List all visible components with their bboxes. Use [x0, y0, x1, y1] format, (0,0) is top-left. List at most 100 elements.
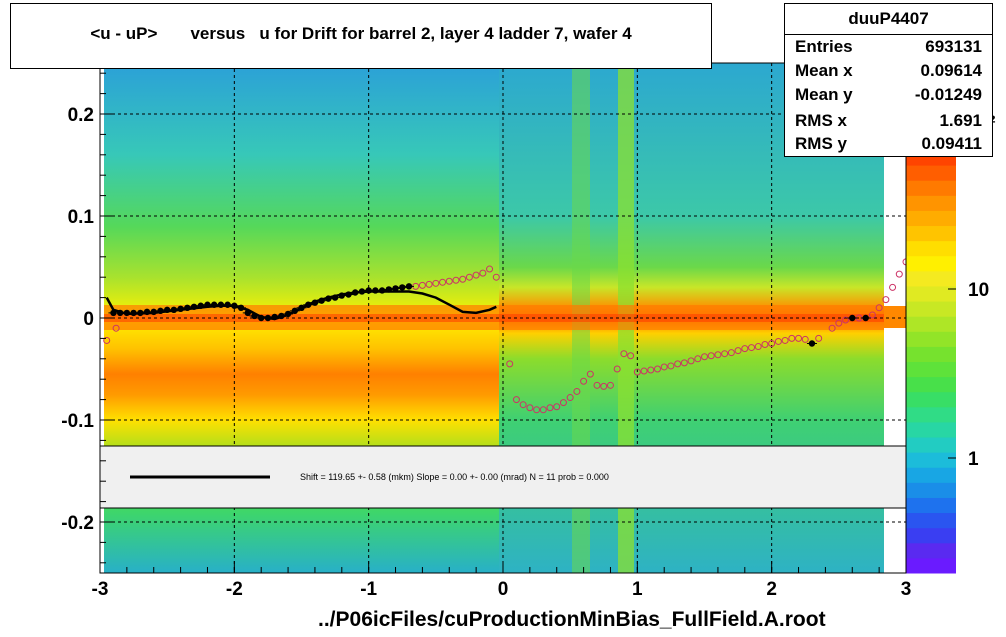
open-marker: [512, 396, 520, 404]
filled-marker: [204, 301, 211, 308]
open-marker: [452, 276, 460, 284]
open-marker: [727, 349, 735, 357]
color-scale-bin: [906, 512, 956, 529]
open-marker: [647, 366, 655, 374]
color-scale-bin: [906, 361, 956, 378]
open-marker: [815, 334, 823, 342]
x-axis-tick-label: 2: [766, 579, 777, 600]
filled-marker: [278, 312, 285, 320]
filled-marker: [345, 291, 352, 298]
open-marker: [586, 370, 594, 378]
open-marker: [868, 311, 876, 319]
filled-marker: [325, 295, 332, 302]
stats-row-mean-x: Mean x 0.09614: [795, 61, 982, 83]
open-marker: [112, 324, 120, 332]
color-scale-bin: [906, 452, 956, 468]
x-axis-tick-label: 3: [901, 579, 912, 600]
open-marker: [781, 336, 789, 344]
y-axis-tick-label: 0.1: [68, 207, 95, 228]
grid: [100, 63, 906, 573]
filled-marker: [130, 309, 137, 317]
open-marker: [546, 404, 554, 412]
stats-label: Mean y: [795, 85, 853, 104]
open-marker: [486, 265, 494, 273]
color-scale-bin: [906, 346, 956, 362]
x-axis-tick-label: -2: [226, 579, 243, 600]
open-marker: [788, 334, 796, 342]
filled-marker: [849, 314, 856, 322]
open-marker: [889, 283, 897, 291]
stats-label: Entries: [795, 37, 853, 56]
open-marker: [492, 273, 500, 281]
open-marker: [714, 351, 722, 359]
open-marker: [627, 352, 635, 360]
open-marker: [439, 278, 447, 286]
filled-marker: [298, 304, 305, 311]
open-marker: [465, 273, 473, 281]
filled-marker: [318, 297, 325, 304]
color-scale-bin: [906, 240, 956, 257]
filled-marker: [378, 287, 386, 294]
filled-marker-layer: [108, 283, 871, 347]
color-scale-bin: [906, 376, 956, 393]
open-marker: [835, 319, 843, 327]
filled-marker: [110, 309, 117, 317]
stats-value: 0.09614: [920, 61, 982, 80]
filled-marker: [399, 284, 406, 291]
filled-marker: [157, 307, 164, 315]
stats-row-entries: Entries 693131: [795, 37, 982, 59]
stats-value: 0.09411: [921, 134, 982, 153]
y-axis-tick-label: -0.2: [61, 513, 94, 534]
open-marker: [721, 350, 729, 358]
stats-value: 1.691: [939, 111, 982, 130]
filled-marker: [284, 310, 292, 318]
filled-marker: [358, 288, 366, 295]
stats-row-mean-y: Mean y -0.01249: [795, 85, 982, 107]
filled-marker: [808, 340, 816, 347]
open-marker: [660, 363, 668, 371]
open-marker: [761, 341, 769, 349]
color-scale-bin: [906, 285, 956, 302]
filled-marker: [170, 306, 178, 314]
heatmap-right-edge-band: [884, 306, 906, 328]
filled-marker: [190, 303, 198, 310]
open-marker: [613, 365, 621, 373]
open-marker: [566, 394, 574, 402]
filled-marker: [365, 287, 372, 294]
color-scale-bin: [906, 255, 956, 272]
color-scale: 11010²: [906, 113, 995, 574]
open-marker: [418, 281, 426, 289]
open-marker: [674, 360, 682, 368]
filled-marker: [311, 299, 319, 306]
x-axis-tick-label: 1: [632, 579, 643, 600]
filled-marker: [116, 309, 124, 317]
stats-value: 693131: [925, 37, 982, 56]
open-marker: [754, 343, 762, 351]
stats-label: RMS x: [795, 111, 847, 130]
file-path-label: ../P06icFiles/cuProductionMinBias_FullFi…: [318, 608, 826, 631]
filled-marker: [385, 286, 393, 293]
fit-legend: Shift = 119.65 +- 0.58 (mkm) Slope = 0.0…: [99, 445, 907, 509]
filled-marker: [331, 294, 339, 301]
filled-marker: [237, 304, 245, 311]
open-marker: [506, 360, 514, 368]
open-marker: [472, 271, 480, 279]
color-scale-bin: [906, 195, 956, 211]
open-marker: [593, 381, 601, 389]
open-marker: [828, 324, 836, 332]
y-axis-tick-label: -0.1: [61, 411, 94, 432]
stats-row-rms-x: RMS x 1.691: [795, 111, 982, 133]
color-scale-bin: [906, 527, 956, 544]
filled-marker: [197, 302, 204, 309]
stats-label: RMS y: [795, 134, 847, 153]
y-axis-tick-label: 0: [83, 309, 94, 330]
open-marker: [795, 334, 803, 342]
filled-marker: [150, 308, 157, 316]
filled-marker: [137, 309, 144, 317]
plot-title: <u - uP> versus u for Drift for barrel 2…: [90, 24, 632, 43]
open-marker: [741, 345, 749, 353]
color-scale-bin: [906, 210, 956, 227]
color-scale-bin: [906, 331, 956, 347]
filled-marker: [184, 304, 191, 311]
filled-marker: [405, 283, 413, 290]
